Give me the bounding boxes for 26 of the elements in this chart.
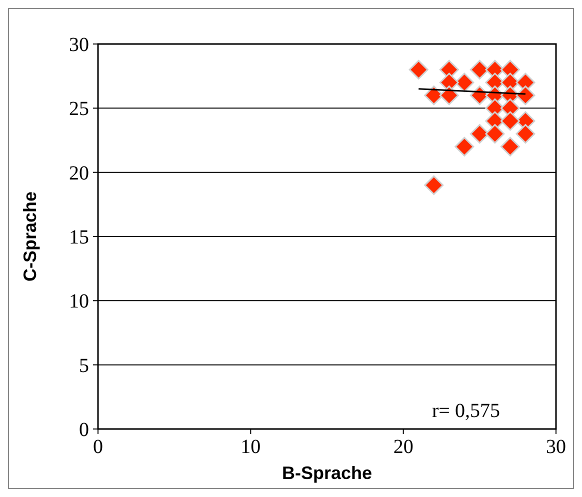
y-tick-label: 15 — [69, 226, 89, 248]
y-tick-label: 0 — [79, 419, 89, 441]
y-tick-label: 5 — [79, 354, 89, 377]
x-tick-label: 0 — [93, 436, 103, 458]
point — [516, 86, 536, 106]
point — [500, 111, 520, 131]
y-tick-label: 25 — [69, 98, 89, 120]
x-tick-label: 10 — [240, 436, 261, 458]
x-tick-label: 20 — [393, 436, 414, 458]
point — [516, 124, 536, 144]
point — [408, 60, 428, 80]
point — [424, 175, 444, 195]
point — [470, 60, 490, 80]
y-axis-title: C-Sprache — [20, 191, 40, 282]
point — [439, 86, 459, 106]
point — [454, 136, 474, 156]
x-axis-title: B-Sprache — [282, 463, 372, 483]
point — [470, 124, 490, 144]
point — [485, 124, 505, 144]
annotation: r= 0,575 — [432, 400, 500, 422]
y-tick-label: 30 — [69, 34, 89, 56]
point — [454, 72, 474, 92]
y-tick-label: 10 — [69, 290, 89, 313]
x-tick-label: 30 — [546, 436, 566, 458]
point — [500, 136, 520, 156]
y-tick-label: 20 — [69, 162, 89, 184]
